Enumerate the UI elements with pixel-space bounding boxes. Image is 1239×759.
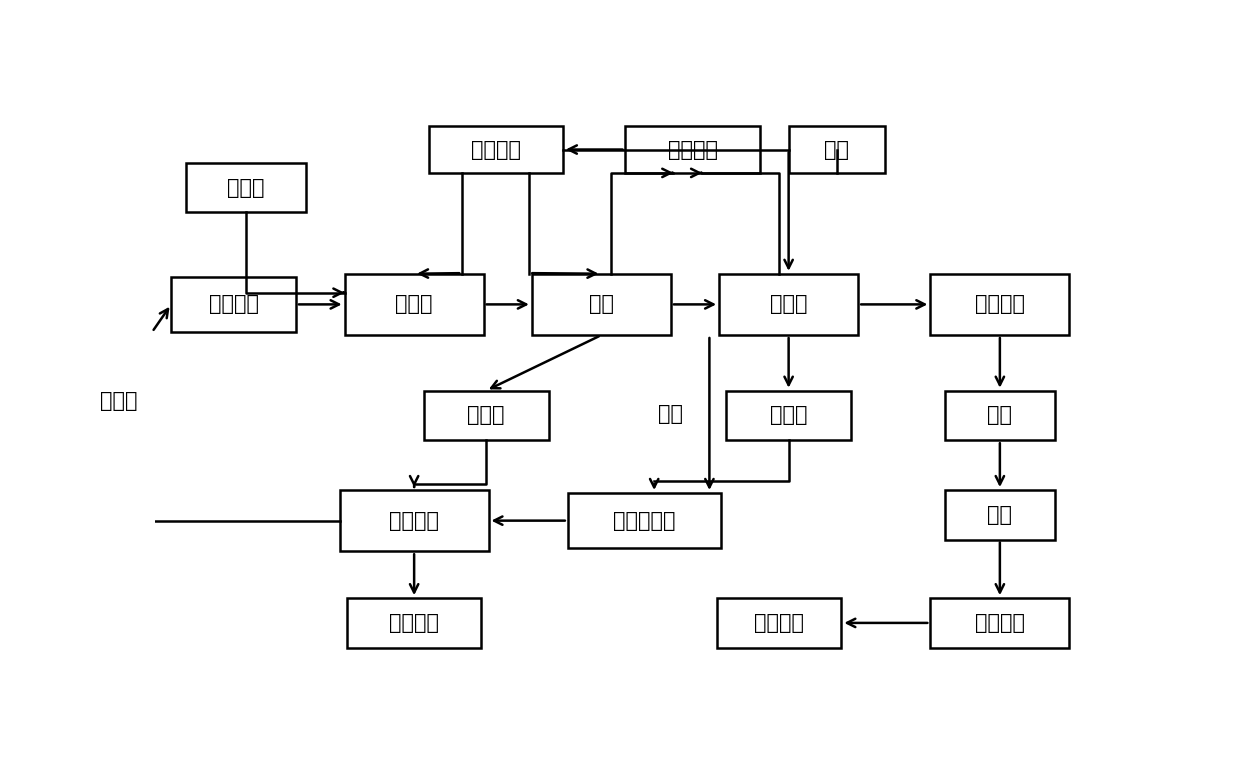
Text: 预酯化: 预酯化 xyxy=(395,294,432,314)
Bar xyxy=(567,493,721,549)
Bar xyxy=(719,274,859,335)
Text: 片碱: 片碱 xyxy=(824,140,849,159)
Bar xyxy=(424,391,549,440)
Bar xyxy=(626,126,760,173)
Text: 酸渣水: 酸渣水 xyxy=(467,405,506,426)
Bar xyxy=(344,274,483,335)
Bar xyxy=(930,274,1069,335)
Text: 闪蒸脱醇: 闪蒸脱醇 xyxy=(975,294,1025,314)
Bar xyxy=(171,276,296,332)
Text: 酯化: 酯化 xyxy=(589,294,613,314)
Text: 生物柴油: 生物柴油 xyxy=(755,613,804,633)
Text: 甘油储罐: 甘油储罐 xyxy=(389,613,439,633)
Text: 酯交换: 酯交换 xyxy=(769,294,808,314)
Bar xyxy=(532,274,672,335)
Text: 甲醇: 甲醇 xyxy=(658,404,684,424)
Bar xyxy=(429,126,563,173)
Text: 浓硫酸: 浓硫酸 xyxy=(227,178,265,197)
Bar xyxy=(788,126,885,173)
Text: 粗甘油: 粗甘油 xyxy=(769,405,808,426)
Text: 酸化油: 酸化油 xyxy=(99,391,138,411)
Text: 甲醇储罐: 甲醇储罐 xyxy=(471,140,520,159)
Bar xyxy=(944,391,1056,440)
Text: 脱臭: 脱臭 xyxy=(987,505,1012,524)
Text: 水洗: 水洗 xyxy=(987,405,1012,426)
Bar xyxy=(339,490,488,551)
Bar xyxy=(347,598,482,647)
Bar xyxy=(930,598,1069,647)
Bar xyxy=(716,598,841,647)
Text: 甲酯蒸馏: 甲酯蒸馏 xyxy=(975,613,1025,633)
Bar xyxy=(186,162,306,213)
Text: 调酸分层: 调酸分层 xyxy=(389,511,439,531)
Text: 甲醇精馏: 甲醇精馏 xyxy=(668,140,717,159)
Text: 废弃油脂: 废弃油脂 xyxy=(208,294,259,314)
Bar xyxy=(726,391,851,440)
Bar xyxy=(944,490,1056,540)
Text: 中和、蒸馏: 中和、蒸馏 xyxy=(613,511,675,531)
